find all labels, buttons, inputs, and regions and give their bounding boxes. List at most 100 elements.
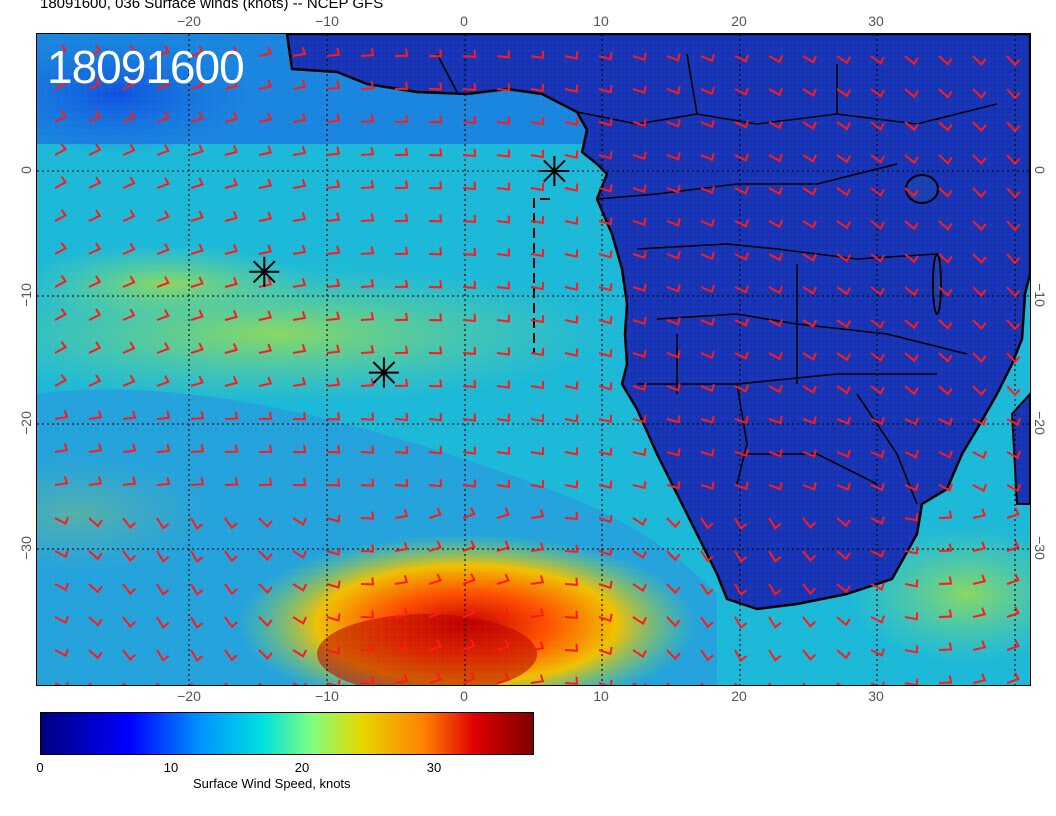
wind-barb bbox=[496, 446, 510, 455]
wind-barb bbox=[224, 444, 239, 453]
wind-barb bbox=[88, 275, 102, 288]
wind-barb bbox=[190, 144, 204, 156]
wind-barb bbox=[768, 87, 784, 97]
wind-barb bbox=[122, 649, 136, 662]
wind-barb bbox=[292, 113, 307, 123]
wind-barb bbox=[496, 281, 510, 290]
wind-barb bbox=[564, 282, 579, 291]
wind-barb bbox=[734, 616, 748, 629]
wind-barb bbox=[972, 352, 987, 364]
wind-barb bbox=[54, 582, 70, 592]
wind-barb bbox=[122, 308, 136, 321]
wind-barb bbox=[1006, 573, 1020, 585]
wind-barb bbox=[224, 46, 238, 57]
wind-barb bbox=[156, 309, 170, 321]
wind-barb bbox=[428, 639, 442, 651]
wind-barb bbox=[258, 616, 273, 628]
wind-barb bbox=[904, 546, 919, 555]
wind-barb bbox=[428, 413, 442, 422]
wind-barb bbox=[462, 148, 477, 157]
wind-barb bbox=[632, 517, 647, 527]
wind-barb bbox=[496, 380, 510, 389]
wind-barb bbox=[258, 211, 273, 222]
lon-tick-bottom: 0 bbox=[460, 688, 468, 704]
wind-barb bbox=[428, 573, 442, 585]
wind-barb bbox=[54, 209, 67, 222]
wind-barb bbox=[700, 185, 715, 195]
wind-barb bbox=[360, 147, 375, 156]
wind-barb bbox=[394, 213, 409, 222]
wind-barb bbox=[360, 213, 375, 222]
wind-barb bbox=[836, 55, 851, 65]
wind-barb bbox=[292, 311, 307, 321]
wind-barb bbox=[360, 610, 375, 619]
lat-tick-right: −30 bbox=[1032, 536, 1048, 560]
wind-barb bbox=[768, 583, 782, 596]
wind-barb bbox=[122, 143, 136, 156]
wind-barb bbox=[54, 374, 67, 387]
wind-barb bbox=[700, 383, 715, 393]
wind-barb bbox=[326, 278, 341, 288]
wind-barb bbox=[54, 341, 67, 354]
wind-barb bbox=[904, 187, 919, 198]
wind-barb bbox=[700, 415, 715, 424]
wind-barb bbox=[972, 640, 987, 651]
wind-barb bbox=[768, 54, 784, 64]
wind-barb bbox=[1006, 639, 1020, 651]
wind-barb bbox=[326, 245, 341, 255]
lon-tick-bottom: −10 bbox=[315, 688, 339, 704]
wind-barb bbox=[870, 385, 885, 395]
wind-barb bbox=[734, 351, 749, 360]
wind-barb bbox=[666, 350, 681, 359]
wind-barb bbox=[224, 649, 238, 662]
wind-barb bbox=[462, 247, 477, 256]
wind-barb bbox=[938, 510, 953, 519]
wind-barb bbox=[598, 414, 613, 423]
wind-barb bbox=[462, 672, 476, 684]
wind-barb bbox=[360, 114, 375, 123]
wind-barb bbox=[666, 415, 681, 424]
wind-barb bbox=[530, 414, 545, 423]
wind-barb bbox=[734, 318, 749, 327]
wind-barb bbox=[938, 220, 953, 231]
wind-barb bbox=[88, 517, 103, 528]
wind-barb bbox=[224, 583, 238, 596]
wind-barb bbox=[870, 549, 885, 558]
wind-barb bbox=[802, 649, 817, 661]
wind-barb bbox=[632, 85, 647, 95]
wind-barb bbox=[530, 314, 545, 324]
wind-barb bbox=[394, 608, 409, 618]
wind-barb bbox=[462, 181, 477, 190]
wind-barb bbox=[224, 411, 239, 420]
wind-barb bbox=[632, 414, 647, 424]
wind-barb bbox=[88, 410, 103, 420]
wind-barb bbox=[598, 480, 613, 489]
wind-barb bbox=[1006, 121, 1021, 133]
wind-barb bbox=[802, 187, 818, 196]
wind-barb bbox=[462, 540, 476, 552]
wind-barb bbox=[598, 118, 613, 127]
wind-barb bbox=[904, 286, 919, 297]
wind-barb bbox=[122, 242, 136, 255]
wind-barb bbox=[734, 186, 749, 195]
lon-tick-top: −20 bbox=[177, 13, 201, 29]
wind-barb bbox=[938, 319, 953, 330]
wind-barb bbox=[224, 244, 238, 255]
wind-barb bbox=[870, 220, 885, 230]
wind-barb bbox=[700, 284, 715, 294]
wind-barb bbox=[428, 379, 443, 388]
wind-barb bbox=[496, 116, 510, 125]
wind-barb bbox=[224, 376, 238, 387]
wind-barb bbox=[326, 179, 341, 189]
wind-barb bbox=[88, 242, 102, 255]
wind-barb bbox=[870, 187, 885, 197]
wind-barb bbox=[394, 674, 409, 684]
wind-barb bbox=[394, 378, 409, 387]
wind-barb bbox=[122, 176, 136, 189]
wind-barb bbox=[156, 410, 171, 420]
wind-barb bbox=[326, 47, 341, 57]
wind-barb bbox=[904, 483, 919, 492]
wind-barb bbox=[530, 182, 545, 192]
wind-barb bbox=[428, 540, 442, 552]
wind-barb bbox=[462, 115, 477, 124]
